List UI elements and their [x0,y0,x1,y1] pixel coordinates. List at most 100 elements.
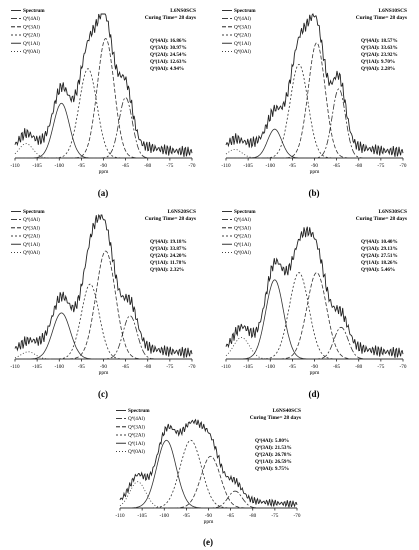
peak-line-3 [120,439,297,509]
percentage-annotation: Q⁴(0Al): 4.94% [150,65,184,72]
legend-entry: Spectrum [234,8,256,14]
x-tick-label: -105 [32,163,42,169]
peak-line-3 [226,272,403,360]
x-tick-label: -90 [205,513,212,519]
x-tick-label: -85 [122,364,129,370]
x-tick-label: -95 [289,364,296,370]
legend-entry: Q⁴(4Al) [128,415,145,422]
legend-entry: Q⁴(2Al) [128,432,145,439]
legend-entry: Q⁴(2Al) [234,233,251,240]
nmr-panel-4: -110 -105 -100 -95 -90 -85 -80 -75 -70 ppm Spectru… [221,209,407,376]
legend-entry: Q⁴(2Al) [23,32,40,39]
x-axis-label: ppm [99,370,110,376]
legend-entry: Q⁴(3Al) [23,23,40,30]
x-tick-label: -85 [227,513,234,519]
peak-line-5 [119,481,297,509]
x-tick-label: -75 [271,513,278,519]
x-tick-label: -110 [221,163,231,169]
percentage-annotation: Q⁴(4Al): 19.18% [150,238,187,245]
x-tick-label: -105 [137,513,147,519]
curing-time: Curing Time= 28 days [145,216,196,222]
sample-title: L6NS40SCS [273,408,301,414]
peak-line-5 [14,143,192,159]
x-tick-label: -80 [355,163,362,169]
legend-entry: Q⁴(0Al) [23,249,40,256]
percentage-annotation: Q⁴(3Al): 29.13% [361,245,398,252]
x-tick-label: -85 [333,163,340,169]
percentage-annotation: Q⁴(2Al): 26.78% [255,451,292,458]
spectrum-line [225,13,404,157]
x-tick-label: -90 [100,163,107,169]
percentage-annotation: Q⁴(3Al): 33.87% [150,245,187,252]
panel-label: (c) [98,389,108,399]
legend-entry: Q⁴(1Al) [234,40,251,47]
percentage-annotation: Q⁴(4Al): 18.57% [361,37,398,44]
peak-line-4 [226,279,403,360]
x-tick-label: -105 [243,364,253,370]
nmr-panel-2: -110 -105 -100 -95 -90 -85 -80 -75 -70 ppm Spectru… [221,8,407,175]
x-tick-label: -85 [333,364,340,370]
x-tick-label: -80 [249,513,256,519]
percentage-annotation: Q⁴(1Al): 12.63% [150,58,187,65]
percentage-annotation: Q⁴(4Al): 5.80% [255,437,289,444]
spectrum-line [14,13,193,157]
x-axis-label: ppm [204,519,215,525]
sample-title: L6NS10SCS [379,8,407,14]
legend-entry: Q⁴(3Al) [234,224,251,231]
x-tick-label: -95 [183,513,190,519]
peak-line-5 [225,149,403,159]
peak-line-2 [226,272,403,360]
sample-title: L6NS30SCS [379,209,407,215]
x-tick-label: -80 [144,163,151,169]
percentage-annotation: Q⁴(0Al): 9.75% [255,465,289,472]
percentage-annotation: Q⁴(1Al): 11.78% [150,259,186,266]
x-axis-label: ppm [310,169,321,175]
sample-title: L6NS20SCS [168,209,196,215]
percentage-annotation: Q⁴(1Al): 9.70% [361,58,395,65]
legend-entry: Spectrum [128,408,150,414]
nmr-panel-3: -110 -105 -100 -95 -90 -85 -80 -75 -70 ppm Spectru… [10,209,196,376]
curing-time: Curing Time= 28 days [145,15,196,21]
legend-entry: Q⁴(2Al) [23,233,40,240]
sample-title: L6NS0SCS [170,8,196,14]
nmr-panel-5: -110 -105 -100 -95 -90 -85 -80 -75 -70 ppm Spectru… [115,408,301,525]
x-tick-label: -110 [115,513,125,519]
panel-label: (e) [203,537,213,547]
curing-time: Curing Time= 28 days [250,415,301,421]
percentage-annotation: Q⁴(1Al): 26.59% [255,458,292,465]
legend-entry: Q⁴(4Al) [23,216,40,223]
percentage-annotation: Q⁴(0Al): 5.46% [361,266,395,273]
curing-time: Curing Time= 28 days [356,216,407,222]
legend-entry: Q⁴(0Al) [128,448,145,455]
legend-entry: Q⁴(1Al) [23,40,40,47]
x-tick-label: -100 [159,513,169,519]
legend-entry: Spectrum [234,209,256,215]
percentage-annotation: Q⁴(4Al): 10.40% [361,238,398,245]
spectrum-line [119,418,298,508]
x-axis-label: ppm [99,169,110,175]
panel-label: (a) [98,188,109,198]
x-tick-label: -100 [54,364,64,370]
percentage-annotation: Q⁴(0Al): 2.28% [361,65,395,72]
percentage-annotation: Q⁴(2Al): 24.20% [150,252,187,259]
x-tick-label: -80 [355,364,362,370]
x-tick-label: -75 [166,364,173,370]
x-tick-label: -95 [78,163,85,169]
percentage-annotation: Q⁴(3Al): 33.63% [361,44,398,51]
percentage-annotation: Q⁴(1Al): 18.26% [361,259,398,266]
x-tick-label: -70 [189,163,196,169]
x-tick-label: -90 [311,364,318,370]
x-tick-label: -100 [54,163,64,169]
x-tick-label: -110 [10,163,20,169]
legend-entry: Q⁴(1Al) [234,241,251,248]
x-tick-label: -110 [10,364,20,370]
x-tick-label: -105 [32,364,42,370]
legend-entry: Q⁴(3Al) [234,23,251,30]
percentage-annotation: Q⁴(0Al): 2.32% [150,266,184,273]
legend-entry: Q⁴(3Al) [23,224,40,231]
legend-entry: Q⁴(4Al) [234,15,251,22]
legend-entry: Q⁴(1Al) [23,241,40,248]
x-tick-label: -110 [221,364,231,370]
x-axis-label: ppm [310,370,321,376]
legend-entry: Spectrum [23,209,45,215]
